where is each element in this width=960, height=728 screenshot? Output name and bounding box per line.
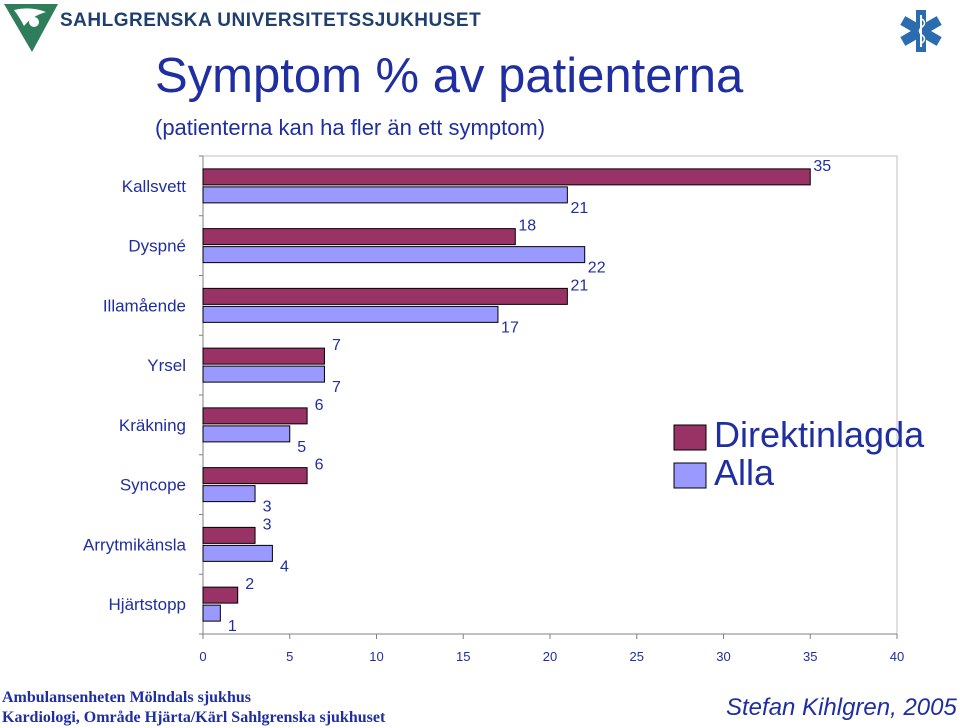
footer-author: Stefan Kihlgren, 2005 (726, 694, 957, 721)
category-label: Hjärtstopp (109, 595, 186, 614)
footer-credits: Ambulansenheten Mölndals sjukhus Kardiol… (2, 688, 385, 728)
x-tick-label: 40 (890, 649, 904, 664)
category-label: Syncope (120, 476, 186, 495)
bar (202, 586, 239, 604)
bar-value-label: 5 (297, 439, 306, 456)
x-tick-label: 10 (369, 649, 383, 664)
category-label: Dyspné (128, 237, 186, 256)
slide-title: Symptom % av patienterna (155, 49, 744, 103)
bar-value-label: 7 (332, 337, 341, 354)
category-label: Yrsel (147, 356, 186, 375)
bar-value-label: 6 (315, 457, 324, 474)
category-label: Kräkning (119, 416, 186, 435)
category-label: Arrytmikänsla (83, 535, 187, 554)
x-tick-label: 0 (199, 649, 206, 664)
bar-value-label: 17 (501, 319, 519, 336)
legend-label: Alla (714, 452, 775, 493)
category-label: Illamående (103, 296, 186, 315)
bar-value-label: 3 (263, 499, 272, 516)
bar-value-label: 2 (245, 576, 254, 593)
bar (202, 485, 256, 503)
category-label: Kallsvett (122, 177, 187, 196)
bar (202, 168, 811, 186)
bar-value-label: 7 (332, 379, 341, 396)
bar-value-label: 4 (280, 558, 289, 575)
bar-value-label: 6 (315, 397, 324, 414)
bar (202, 407, 308, 425)
footer-line-2: Kardiologi, Område Hjärta/Kärl Sahlgrens… (2, 709, 386, 726)
legend-swatch (673, 462, 707, 489)
bar-value-label: 21 (570, 277, 588, 294)
bar (202, 347, 325, 365)
bar-value-label: 21 (570, 200, 588, 217)
category-labels: Kallsvett Dyspné Illamående Yrsel Kräkning Sy… (83, 177, 187, 614)
bar-value-label: 18 (518, 218, 536, 235)
bar-value-label: 1 (228, 618, 237, 635)
legend-label: Direktinlagda (714, 414, 925, 455)
bar (202, 287, 568, 305)
plot-frame (202, 155, 898, 635)
bar (202, 425, 291, 443)
bar (202, 467, 308, 485)
bar (202, 365, 325, 383)
footer-line-1: Ambulansenheten Mölndals sjukhus (2, 689, 251, 706)
organization-name: SAHLGRENSKA UNIVERSITETSSJUKHUSET (60, 10, 482, 31)
bars (202, 168, 811, 622)
star-of-life-icon (900, 10, 942, 52)
x-tick-label: 15 (456, 649, 470, 664)
bar-value-label: 35 (813, 158, 831, 175)
bar (202, 604, 221, 622)
bar (202, 544, 273, 562)
slide-subtitle: (patienterna kan ha fler än ett symptom) (155, 115, 546, 140)
x-tick-label: 35 (803, 649, 817, 664)
sahlgrenska-logo-icon (4, 4, 58, 52)
x-tick-label: 20 (543, 649, 557, 664)
bar (202, 228, 516, 246)
x-tick-label: 5 (286, 649, 293, 664)
plot-area (199, 155, 898, 635)
legend-swatch (673, 424, 707, 451)
x-tick-label: 25 (630, 649, 644, 664)
bar (202, 526, 256, 544)
bar (202, 246, 586, 264)
bar-value-label: 3 (263, 516, 272, 533)
bar (202, 186, 568, 204)
bar-value-label: 22 (588, 260, 606, 277)
bar (202, 305, 499, 323)
x-tick-label: 30 (716, 649, 730, 664)
x-axis-ticks: 0 5 10 15 20 25 30 35 40 (199, 634, 904, 664)
